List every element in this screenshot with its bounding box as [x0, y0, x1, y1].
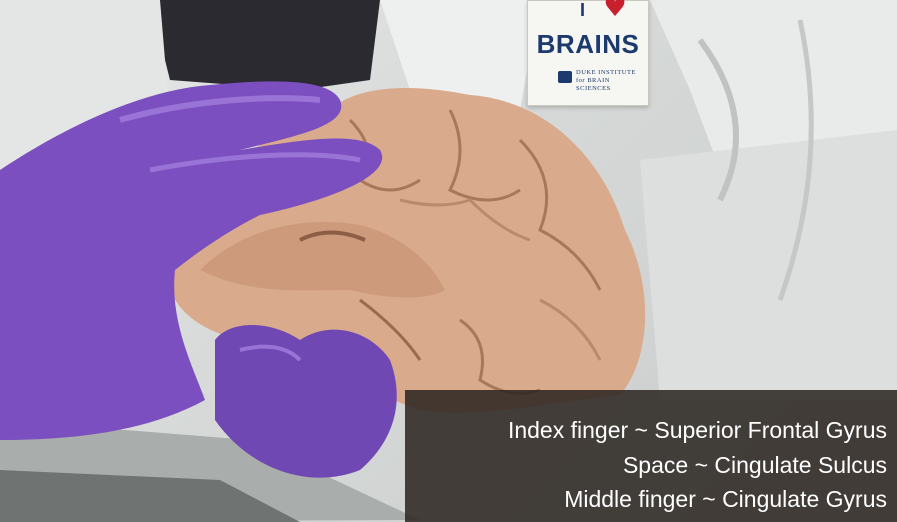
heart-icon: ♥ — [603, 0, 627, 23]
caption-line-1: Index finger ~ Superior Frontal Gyrus — [507, 417, 887, 443]
badge-prefix: I — [580, 0, 586, 20]
caption-line-2: Space ~ Cingulate Sulcus — [622, 452, 887, 478]
caption-box: Index finger ~ Superior Frontal Gyrus Sp… — [405, 390, 897, 522]
institute-logo-icon — [558, 71, 572, 83]
i-love-brains-badge: I ♥ BRAINS DUKE INSTITUTE for BRAIN SCIE… — [527, 0, 649, 106]
badge-institute: DUKE INSTITUTE for BRAIN SCIENCES — [576, 69, 636, 92]
caption-line-3: Middle finger ~ Cingulate Gyrus — [564, 486, 887, 512]
badge-word: BRAINS — [536, 29, 640, 59]
